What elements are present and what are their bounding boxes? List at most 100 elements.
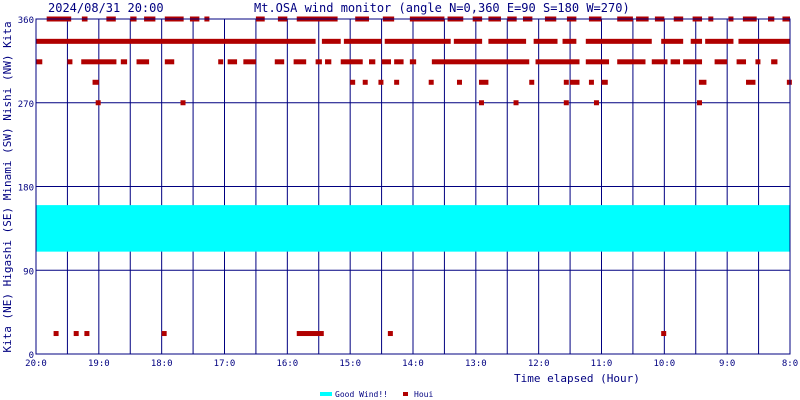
houi-point-run <box>570 79 580 85</box>
houi-point-run <box>563 100 569 106</box>
y-tick-labels: 0 90 180 270 360 <box>18 16 34 361</box>
houi-point-run <box>651 59 668 65</box>
x-tick-label: 11:0 <box>591 359 613 369</box>
x-tick-label: 10:0 <box>653 359 675 369</box>
houi-point-run <box>36 59 43 65</box>
houi-point-run <box>136 59 150 65</box>
houi-point-run <box>73 331 79 337</box>
houi-point-run <box>293 59 307 65</box>
houi-point-run <box>736 59 747 65</box>
houi-point-run <box>563 79 569 85</box>
houi-point-run <box>325 59 332 65</box>
legend-good-wind-label: Good Wind!! <box>335 390 388 399</box>
houi-point-run <box>227 59 238 65</box>
houi-point-run <box>705 38 734 44</box>
chart-title: Mt.OSA wind monitor (angle N=0,360 E=90 … <box>254 1 630 15</box>
x-tick-label: 12:0 <box>528 359 550 369</box>
houi-point-run <box>428 79 434 85</box>
houi-point-run <box>381 59 392 65</box>
houi-point-run <box>36 38 316 44</box>
houi-point-run <box>714 59 728 65</box>
houi-point-run <box>394 79 400 85</box>
houi-point-run <box>340 59 363 65</box>
legend-houi-swatch <box>403 392 408 396</box>
houi-point-run <box>164 59 175 65</box>
good-wind-band <box>36 205 790 252</box>
x-tick-label: 20:0 <box>25 359 47 369</box>
x-axis-label: Time elapsed (Hour) <box>514 372 640 385</box>
y-tick-label: 90 <box>23 267 34 277</box>
houi-point-run <box>394 59 404 65</box>
houi-point-run <box>478 100 484 106</box>
houi-point-run <box>698 79 707 85</box>
x-tick-label: 16:0 <box>276 359 298 369</box>
houi-point-run <box>384 38 451 44</box>
houi-point-run <box>617 59 646 65</box>
houi-point-run <box>786 79 792 85</box>
houi-point-run <box>321 38 341 44</box>
houi-point-run <box>683 59 703 65</box>
houi-point-run <box>81 59 117 65</box>
houi-point-run <box>274 59 285 65</box>
houi-point-run <box>670 59 681 65</box>
houi-point-run <box>180 100 186 106</box>
houi-point-run <box>746 79 756 85</box>
houi-point-run <box>243 59 256 65</box>
houi-point-run <box>562 38 577 44</box>
houi-point-run <box>488 38 527 44</box>
houi-points <box>36 16 792 337</box>
houi-point-run <box>601 79 608 85</box>
legend-houi-label: Houi <box>414 390 433 399</box>
houi-point-run <box>67 59 73 65</box>
houi-point-run <box>478 79 489 85</box>
houi-point-run <box>593 100 599 106</box>
houi-point-run <box>456 79 462 85</box>
houi-point-run <box>431 59 530 65</box>
timestamp: 2024/08/31 20:00 <box>48 1 164 15</box>
houi-point-run <box>92 79 99 85</box>
houi-point-run <box>369 59 376 65</box>
houi-point-run <box>535 59 580 65</box>
houi-point-run <box>161 331 167 337</box>
houi-point-run <box>350 79 356 85</box>
legend: Good Wind!! Houi <box>320 390 433 399</box>
houi-point-run <box>513 100 519 106</box>
houi-point-run <box>771 59 778 65</box>
houi-point-run <box>585 59 610 65</box>
x-tick-label: 9:0 <box>719 359 735 369</box>
houi-point-run <box>585 38 652 44</box>
y-tick-label: 180 <box>18 184 34 194</box>
houi-point-run <box>697 100 703 106</box>
houi-point-run <box>387 331 393 337</box>
houi-point-run <box>218 59 224 65</box>
houi-point-run <box>661 331 667 337</box>
houi-point-run <box>296 331 324 337</box>
y-tick-label: 270 <box>18 100 34 110</box>
x-tick-label: 8:0 <box>782 359 798 369</box>
y-tick-label: 360 <box>18 16 34 26</box>
houi-point-run <box>53 331 59 337</box>
plot-frame <box>35 18 791 355</box>
houi-point-run <box>378 79 384 85</box>
houi-point-run <box>529 79 535 85</box>
x-tick-label: 17:0 <box>214 359 236 369</box>
houi-point-run <box>453 38 483 44</box>
houi-point-run <box>690 38 703 44</box>
houi-point-run <box>95 100 101 106</box>
x-tick-labels: 20:0 19:0 18:0 17:0 16:0 15:0 14:0 13:0 12:0 11:0… <box>25 359 798 369</box>
houi-point-run <box>533 38 558 44</box>
houi-point-run <box>343 38 382 44</box>
x-tick-label: 19:0 <box>88 359 110 369</box>
x-tick-label: 18:0 <box>151 359 173 369</box>
houi-point-run <box>661 38 684 44</box>
x-tick-label: 14:0 <box>402 359 424 369</box>
x-tick-label: 15:0 <box>339 359 361 369</box>
y-tick-label: 0 <box>29 351 34 361</box>
x-tick-label: 13:0 <box>465 359 487 369</box>
houi-point-run <box>84 331 90 337</box>
grid-lines <box>35 18 791 355</box>
houi-point-run <box>588 79 594 85</box>
legend-good-wind-swatch <box>320 392 332 396</box>
